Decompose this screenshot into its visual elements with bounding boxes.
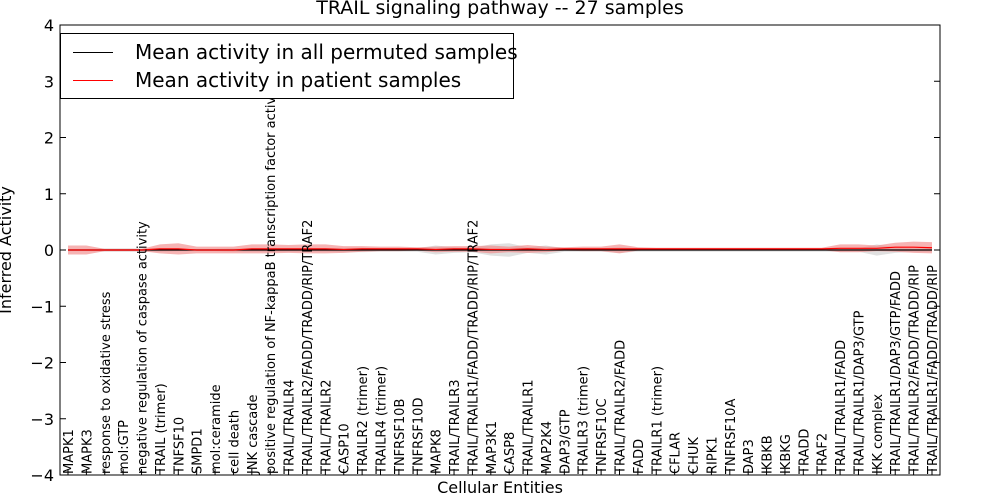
y-tick-label: 0: [44, 241, 54, 260]
x-tick-label: TNFRSF10C: [595, 398, 610, 475]
x-tick-label: TRAIL (trimer): [154, 383, 169, 475]
x-tick-label: TRAIL/TRAILR2/FADD: [613, 340, 628, 475]
y-tick-label: 1: [44, 185, 54, 204]
x-tick-label: TNFSF10: [172, 417, 187, 475]
x-tick-label: TRAIL/TRAILR1/FADD/TRADD/RIP: [926, 265, 941, 475]
x-tick-label: TNFRSF10A: [724, 399, 739, 475]
x-tick-label: CHUK: [687, 437, 702, 474]
x-tick-label: TRAIL/TRAILR2: [319, 379, 334, 475]
x-tick-label: DAP3/GTP: [558, 409, 573, 474]
y-tick-label: 4: [44, 16, 54, 35]
y-tick-label: −2: [30, 354, 54, 373]
x-tick-label: negative regulation of caspase activity: [136, 221, 151, 474]
x-tick-label: TRAIL/TRAILR4: [283, 379, 298, 475]
y-axis-label: Inferred Activity: [0, 186, 15, 314]
x-tick-label: MAPK8: [430, 429, 445, 474]
y-tick-label: −4: [30, 466, 54, 485]
x-tick-label: MAP3K1: [485, 421, 500, 474]
y-tick-label: −1: [30, 297, 54, 316]
x-tick-label: TRAIL/TRAILR1/FADD/TRADD/RIP/TRAF2: [466, 220, 481, 475]
y-tick-label: 3: [44, 72, 54, 91]
x-tick-label: mol:ceramide: [209, 384, 224, 474]
activity-lines: [68, 246, 933, 251]
legend-entry-patient: Mean activity in patient samples: [73, 67, 461, 93]
x-tick-label: MAPK1: [62, 429, 77, 474]
legend: Mean activity in all permuted samples Me…: [60, 33, 518, 99]
x-axis-label: Cellular Entities: [437, 478, 563, 497]
x-tick-label: MAPK3: [80, 429, 95, 474]
x-tick-label: TRAIL/TRAILR1/DAP3/GTP/FADD: [889, 271, 904, 475]
x-tick-label: TNFRSF10D: [411, 398, 426, 475]
x-tick-label: TRAILR2 (trimer): [356, 366, 371, 475]
x-tick-label: IKBKB: [761, 435, 776, 474]
x-tick-label: FADD: [632, 439, 647, 474]
x-tick-label: TRAIL/TRAILR2/FADD/TRADD/RIP: [908, 265, 923, 475]
x-tick-label: cell death: [227, 410, 242, 474]
legend-label-permuted: Mean activity in all permuted samples: [135, 40, 518, 64]
x-tick-label: MAP2K4: [540, 421, 555, 474]
x-tick-label: TRAILR1 (trimer): [650, 366, 665, 475]
x-tick-label: RIPK1: [705, 436, 720, 474]
legend-label-patient: Mean activity in patient samples: [135, 68, 462, 92]
x-tick-label: TRAIL/TRAILR1/DAP3/GTP: [852, 310, 867, 475]
x-tick-label: TRAIL/TRAILR1: [522, 379, 537, 475]
x-tick-label: TRADD: [797, 429, 812, 475]
x-tick-label: IKBKG: [779, 434, 794, 474]
x-tick-label: CASP10: [338, 423, 353, 474]
x-tick-label: TRAIL/TRAILR2/FADD/TRADD/RIP/TRAF2: [301, 220, 316, 475]
line-series-1: [68, 246, 933, 251]
y-axis: −4 −3 −2 −1 0 1 2 3 4: [30, 16, 940, 485]
chart-title: TRAIL signaling pathway -- 27 samples: [315, 0, 684, 19]
legend-entry-permuted: Mean activity in all permuted samples: [73, 39, 518, 65]
legend-swatch-permuted: [73, 51, 113, 53]
x-tick-label: TNFRSF10B: [393, 399, 408, 475]
x-tick-label: CFLAR: [669, 432, 684, 474]
x-tick-label: IKK complex: [871, 394, 886, 474]
y-tick-label: 2: [44, 129, 54, 148]
x-tick-label: CASP8: [503, 432, 518, 474]
x-tick-label: positive regulation of NF-kappaB transcr…: [264, 80, 279, 474]
x-tick-label: TRAILR4 (trimer): [375, 366, 390, 475]
x-tick-label: DAP3: [742, 439, 757, 474]
x-tick-label: TRAIL/TRAILR3: [448, 379, 463, 475]
x-tick-label: TRAILR3 (trimer): [577, 366, 592, 475]
y-tick-label: −3: [30, 410, 54, 429]
x-tick-label: mol:GTP: [117, 420, 132, 474]
x-axis: MAPK1 MAPK3 response to oxidative stress mo…: [62, 80, 941, 475]
x-tick-label: JNK cascade: [246, 395, 261, 475]
band-series-1: [68, 241, 932, 255]
x-tick-label: SMPD1: [191, 428, 206, 474]
legend-swatch-patient: [73, 79, 113, 81]
x-tick-label: TRAIL/TRAILR1/FADD: [834, 340, 849, 475]
x-tick-label: response to oxidative stress: [99, 291, 114, 474]
x-tick-label: TRAF2: [816, 433, 831, 475]
